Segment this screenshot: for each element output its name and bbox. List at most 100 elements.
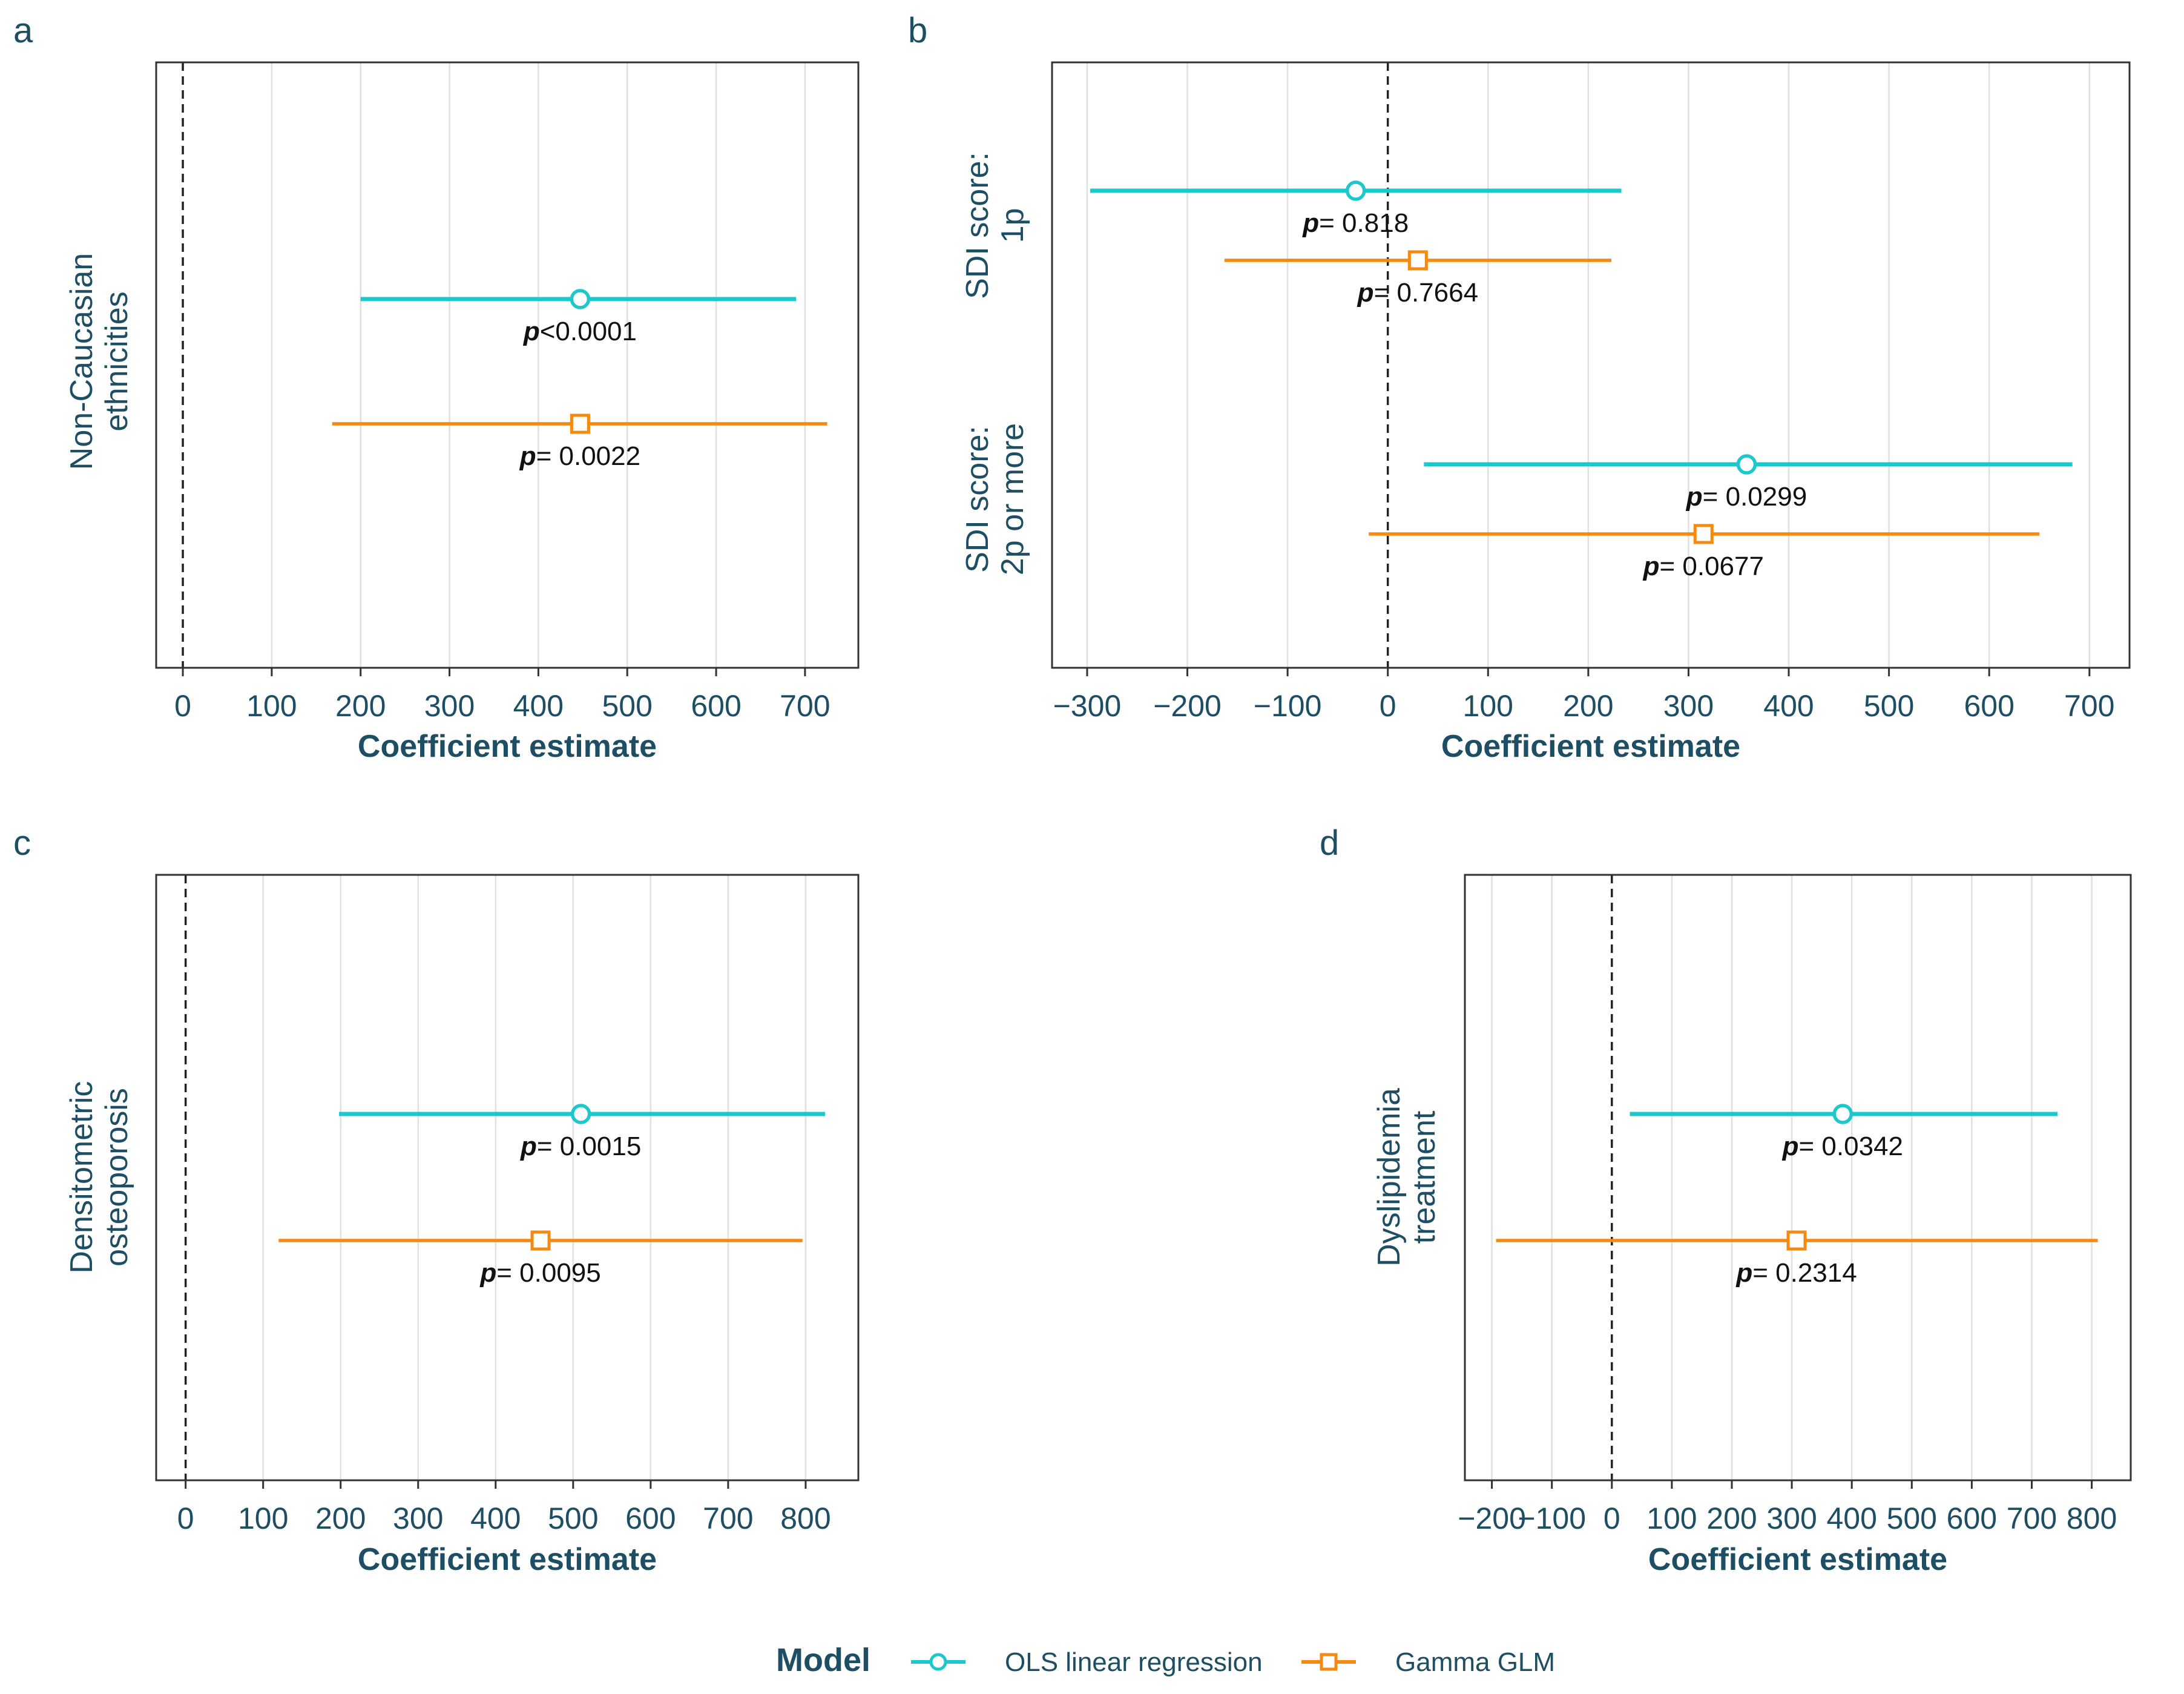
p-value: = 0.818 [1319,208,1409,238]
plot-frame [155,61,860,669]
x-axis-title: Coefficient estimate [1648,1542,1947,1577]
p-value-label: p= 0.0015 [520,1132,641,1161]
x-tick-label: 700 [780,689,830,723]
x-tick-label: 700 [2007,1501,2057,1535]
gamma-estimate-marker [570,414,590,434]
p-value-label: p= 0.0022 [519,441,640,471]
x-tick-label: 700 [2064,689,2114,723]
panel-c: c 0 100 200 300 400 500 600 700 800 Coefficient es… [13,823,860,1577]
p-symbol: p [1735,1258,1752,1288]
x-tick-label: 600 [691,689,741,723]
x-axis-title: Coefficient estimate [358,729,657,764]
category-label-line: ethnicities [99,291,134,431]
category-label-line: Dyslipidemia [1372,1088,1407,1267]
category-label-line: Non-Caucasian [64,253,99,470]
x-tick-label: 200 [335,689,386,723]
category-label-line: SDI score: [960,152,995,299]
category-label-line: SDI score: [960,426,995,573]
p-value: = 0.0095 [496,1258,601,1288]
p-value-label: p= 0.0342 [1782,1132,1903,1161]
x-tick-label: 200 [1706,1501,1757,1535]
p-value: = 0.0015 [537,1132,642,1161]
legend-label: Gamma GLM [1395,1647,1555,1677]
legend-title: Model [776,1642,870,1678]
x-tick-label: −200 [1153,689,1222,723]
x-tick-label: 100 [246,689,297,723]
p-value-label: p= 0.2314 [1735,1258,1857,1288]
p-symbol: p [519,441,536,471]
x-tick-label: 0 [177,1501,194,1535]
panel-d: d −200−100 0 100 200 300 400 500 600 700 800 Coeffi… [1320,823,2132,1577]
gamma-estimate-marker [1407,250,1428,271]
p-symbol: p [523,317,540,346]
p-symbol: p [520,1132,537,1161]
p-symbol: p [1302,208,1319,238]
legend-item-ols: OLS linear regression [911,1647,1263,1677]
category-label-line: osteoporosis [99,1088,134,1267]
ols-estimate-marker [570,1104,591,1124]
x-tick-label: 300 [424,689,475,723]
p-value: = 0.0342 [1799,1132,1904,1161]
x-tick-label: 200 [1563,689,1613,723]
panel-letter-c: c [13,823,31,863]
x-tick-label: 300 [393,1501,443,1535]
p-symbol: p [1357,278,1374,308]
x-tick-label: 100 [238,1501,288,1535]
panel-letter-d: d [1320,823,1339,863]
x-tick-label: −100 [1254,689,1322,723]
x-tick-label: −200 [1458,1501,1526,1535]
legend: Model OLS linear regression Gamma GLM [776,1642,1555,1678]
category-label: SDI score:2p or more [960,423,1030,575]
x-tick-label: 500 [602,689,653,723]
p-value: = 0.7664 [1374,278,1479,308]
p-value: = 0.2314 [1752,1258,1857,1288]
x-tick-label: 100 [1463,689,1513,723]
x-tick-label: 0 [1603,1501,1620,1535]
gamma-estimate-marker [530,1230,551,1251]
p-value: = 0.0022 [536,441,641,471]
x-tick-label: 800 [780,1501,831,1535]
p-symbol: p [1686,482,1703,512]
x-tick-label: 400 [513,689,564,723]
ols-estimate-marker [1832,1104,1853,1124]
category-label-line: Densitometric [64,1081,99,1274]
x-tick-label: 500 [1864,689,1914,723]
x-tick-label: 400 [1826,1501,1876,1535]
x-tick-label: 600 [625,1501,676,1535]
p-value-label: p= 0.0677 [1643,552,1764,581]
x-axis-title: Coefficient estimate [358,1542,657,1577]
plot-frame [155,874,860,1481]
category-label: Dyslipidemiatreatment [1372,1088,1442,1267]
p-value-label: p= 0.0095 [479,1258,600,1288]
x-tick-label: 800 [2067,1501,2117,1535]
gamma-estimate-marker [1786,1230,1807,1251]
legend-label: OLS linear regression [1005,1647,1263,1677]
x-tick-label: 200 [315,1501,366,1535]
x-tick-label: 400 [470,1501,521,1535]
panel-letter-b: b [908,11,927,50]
p-value-label: p= 0.7664 [1357,278,1478,308]
x-tick-label: 100 [1646,1501,1697,1535]
x-tick-label: 600 [1947,1501,1997,1535]
category-label: Non-Caucasianethnicities [64,253,134,470]
legend-item-gamma: Gamma GLM [1301,1647,1555,1677]
x-tick-label: 0 [174,689,191,723]
ols-estimate-marker [570,289,591,309]
x-tick-label: 300 [1663,689,1714,723]
p-symbol: p [479,1258,496,1288]
category-label: Densitometricosteoporosis [64,1081,134,1274]
plot-frame [1464,874,2132,1481]
ols-estimate-marker [1736,454,1757,475]
panel-b: b −300 −200 −100 0 100 200 300 400 500 600 700 Coeff… [908,11,2131,764]
x-axis-title: Coefficient estimate [1441,729,1740,764]
x-tick-label: 700 [703,1501,753,1535]
panel-a: a 0 100 200 300 400 500 600 700 Coefficient estim… [13,11,860,764]
p-value-label: p= 0.818 [1302,208,1409,238]
p-value-label: p= 0.0299 [1686,482,1807,512]
p-value: <0.0001 [540,317,637,346]
p-value: = 0.0299 [1703,482,1807,512]
x-tick-label: 0 [1380,689,1396,723]
x-tick-label: 500 [548,1501,598,1535]
legend-circle-marker [929,1653,947,1671]
